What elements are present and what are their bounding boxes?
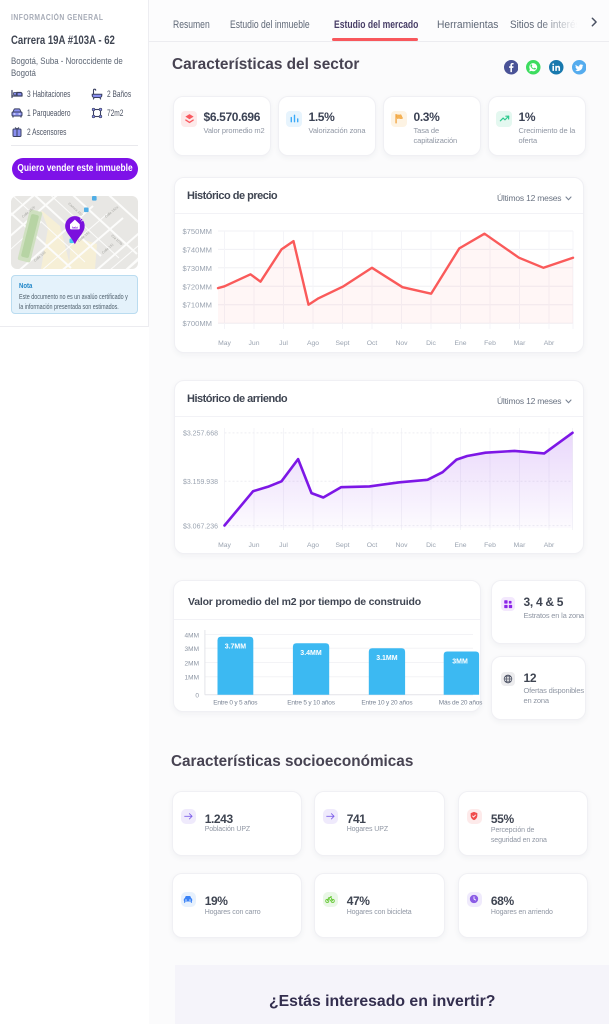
svg-text:Oct: Oct: [366, 340, 377, 347]
svg-text:1MM: 1MM: [184, 675, 198, 682]
svg-text:Mar: Mar: [513, 340, 525, 347]
svg-text:Feb: Feb: [484, 340, 496, 347]
svg-text:$3.257.668: $3.257.668: [182, 430, 217, 437]
svg-text:0: 0: [195, 693, 199, 700]
svg-text:Oct: Oct: [366, 542, 377, 549]
svg-text:Ene: Ene: [454, 340, 466, 347]
svg-text:Nov: Nov: [395, 340, 408, 347]
svg-text:Abr: Abr: [543, 340, 554, 347]
svg-text:Jun: Jun: [248, 340, 259, 347]
svg-text:Sept: Sept: [335, 542, 349, 549]
svg-text:Jul: Jul: [279, 340, 288, 347]
svg-text:$700MM: $700MM: [182, 319, 212, 328]
svg-text:Sept: Sept: [335, 340, 349, 347]
svg-text:$730MM: $730MM: [182, 264, 212, 273]
svg-text:Feb: Feb: [484, 542, 496, 549]
svg-text:May: May: [218, 542, 231, 549]
svg-text:$710MM: $710MM: [182, 301, 212, 310]
svg-text:$720MM: $720MM: [182, 282, 212, 291]
svg-text:Abr: Abr: [543, 542, 554, 549]
svg-text:Dic: Dic: [426, 542, 436, 549]
svg-text:$3.159.938: $3.159.938: [182, 479, 217, 486]
svg-text:Ene: Ene: [454, 542, 466, 549]
svg-text:Ago: Ago: [306, 340, 318, 347]
svg-text:Jul: Jul: [279, 542, 288, 549]
svg-text:Más de 20 años: Más de 20 años: [438, 700, 482, 707]
svg-text:May: May: [218, 340, 231, 347]
svg-text:2MM: 2MM: [184, 661, 198, 668]
svg-text:Entre 10 y 20 años: Entre 10 y 20 años: [361, 700, 413, 707]
svg-text:Jun: Jun: [248, 542, 259, 549]
svg-text:$3.067.236: $3.067.236: [182, 523, 217, 530]
svg-text:Entre 5 y 10 años: Entre 5 y 10 años: [287, 700, 335, 707]
svg-text:$740MM: $740MM: [182, 245, 212, 254]
svg-text:3.7MM: 3.7MM: [224, 644, 246, 651]
svg-text:Mar: Mar: [513, 542, 525, 549]
svg-text:4MM: 4MM: [184, 633, 198, 640]
svg-text:$750MM: $750MM: [182, 227, 212, 236]
svg-text:3.1MM: 3.1MM: [376, 655, 398, 662]
svg-text:3MM: 3MM: [452, 659, 468, 666]
svg-text:Nov: Nov: [395, 542, 408, 549]
svg-text:Dic: Dic: [426, 340, 436, 347]
svg-text:Ago: Ago: [306, 542, 318, 549]
svg-text:habi: habi: [72, 226, 78, 230]
svg-text:3MM: 3MM: [184, 646, 198, 653]
svg-text:Entre 0 y 5 años: Entre 0 y 5 años: [213, 700, 258, 707]
svg-text:3.4MM: 3.4MM: [300, 650, 322, 657]
